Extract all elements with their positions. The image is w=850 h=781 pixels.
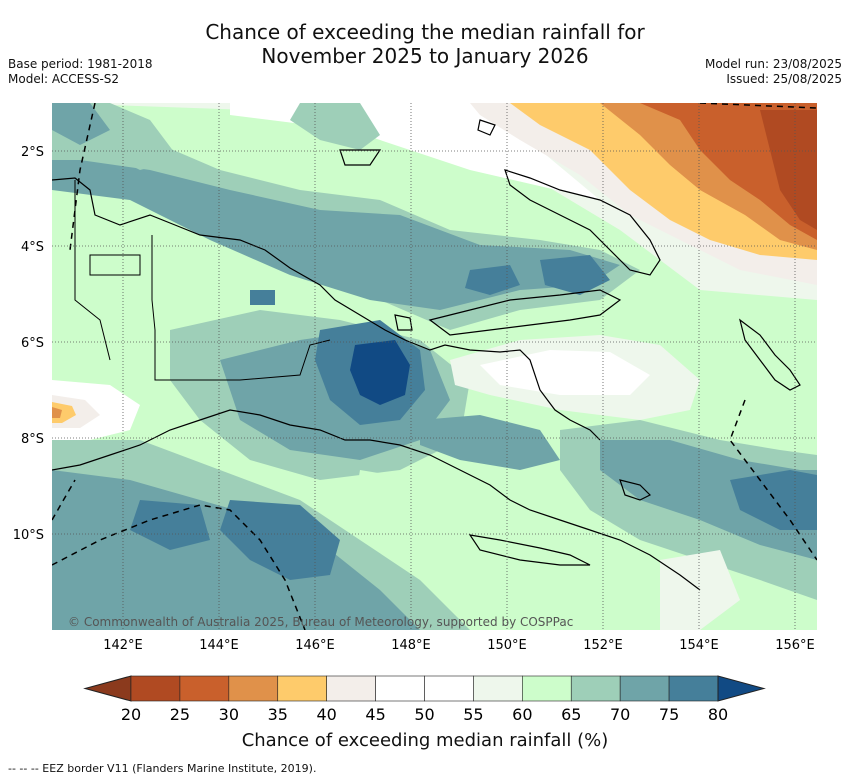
colorbar-tick-label: 60 xyxy=(512,705,532,724)
coastlines xyxy=(52,119,801,591)
colorbar-segment xyxy=(228,675,279,702)
borders xyxy=(74,180,331,381)
longitude-labels: 142°E 144°E 146°E 148°E 150°E 152°E 154°… xyxy=(103,638,815,653)
meta-right: Model run: 23/08/2025 Issued: 25/08/2025 xyxy=(705,57,842,87)
colorbar-over-arrow xyxy=(717,675,766,702)
colorbar-segment xyxy=(424,675,474,702)
lon-label: 146°E xyxy=(295,638,335,653)
latitude-labels: 2°S 4°S 6°S 8°S 10°S xyxy=(13,145,44,543)
colorbar-segment xyxy=(179,675,230,702)
lon-label: 156°E xyxy=(775,638,815,653)
model-run: Model run: 23/08/2025 xyxy=(704,57,842,71)
colorbar-tick-label: 70 xyxy=(610,705,630,724)
base-period: Base period: 1981-2018 xyxy=(8,57,153,71)
colorbar-segment xyxy=(277,675,327,702)
lat-label: 4°S xyxy=(21,240,44,255)
graticule xyxy=(52,103,817,630)
colorbar-segment xyxy=(473,675,523,702)
colorbar-segment xyxy=(570,675,621,702)
colorbar-tick-label: 20 xyxy=(121,705,141,724)
eez-legend: -- -- -- EEZ border V11 (Flanders Marine… xyxy=(8,762,317,775)
colorbar-title: Chance of exceeding median rainfall (%) xyxy=(241,730,609,751)
colorbar-tick-labels: 20 25 30 35 40 45 50 55 60 65 70 75 80 xyxy=(121,705,728,724)
colorbar-tick-label: 25 xyxy=(170,705,190,724)
chart-title-line1: Chance of exceeding the median rainfall … xyxy=(205,20,645,44)
colorbar-tick-label: 55 xyxy=(463,705,483,724)
lon-label: 148°E xyxy=(391,638,431,653)
colorbar-segment xyxy=(375,675,425,702)
lon-label: 142°E xyxy=(103,638,143,653)
colorbar-segment xyxy=(522,675,572,702)
colorbar-tick-label: 30 xyxy=(219,705,239,724)
colorbar-tick-label: 80 xyxy=(708,705,728,724)
colorbar xyxy=(83,675,766,702)
lon-label: 154°E xyxy=(679,638,719,653)
colorbar-tick-label: 50 xyxy=(414,705,434,724)
lat-label: 10°S xyxy=(13,528,44,543)
colorbar-segment xyxy=(326,675,376,702)
colorbar-tick-label: 40 xyxy=(316,705,336,724)
colorbar-tick-label: 65 xyxy=(561,705,581,724)
colorbar-tick-label: 75 xyxy=(659,705,679,724)
map-field xyxy=(52,103,817,630)
meta-left: Base period: 1981-2018 Model: ACCESS-S2 xyxy=(8,57,153,87)
copyright-notice: © Commonwealth of Australia 2025, Bureau… xyxy=(68,615,573,629)
lon-label: 152°E xyxy=(583,638,623,653)
chart-title-line2: November 2025 to January 2026 xyxy=(261,44,589,68)
eez-borders xyxy=(52,103,817,630)
colorbar-segment xyxy=(130,675,181,702)
lat-label: 8°S xyxy=(21,432,44,447)
colorbar-segment xyxy=(668,675,719,702)
colorbar-tick-label: 45 xyxy=(365,705,385,724)
lat-label: 6°S xyxy=(21,336,44,351)
lat-label: 2°S xyxy=(21,145,44,160)
model-name: Model: ACCESS-S2 xyxy=(8,72,120,86)
lon-label: 150°E xyxy=(487,638,527,653)
colorbar-segment xyxy=(619,675,670,702)
colorbar-tick-label: 35 xyxy=(268,705,288,724)
lon-label: 144°E xyxy=(199,638,239,653)
issued-date: Issued: 25/08/2025 xyxy=(726,72,842,86)
colorbar-under-arrow xyxy=(83,675,132,702)
